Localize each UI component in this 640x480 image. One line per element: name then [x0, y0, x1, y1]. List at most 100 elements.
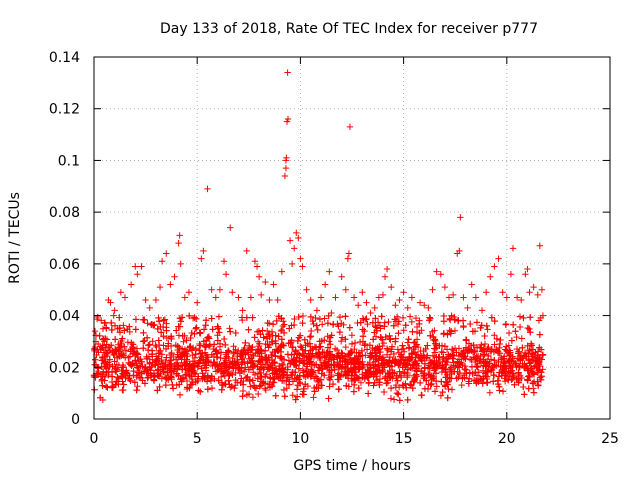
data-point [376, 375, 384, 383]
data-point-peak [317, 294, 325, 301]
data-point-peak [367, 309, 374, 317]
data-point [521, 360, 528, 367]
data-point [271, 375, 278, 382]
data-point [458, 381, 465, 389]
data-point-peak [222, 271, 230, 278]
data-point [285, 340, 292, 347]
data-point-peak [383, 265, 391, 273]
data-point [501, 358, 508, 366]
data-point [395, 318, 403, 325]
data-point [513, 345, 521, 353]
data-point [384, 369, 391, 377]
data-point [119, 335, 126, 342]
data-point [408, 318, 415, 326]
data-point [103, 365, 111, 372]
data-point [493, 335, 501, 343]
data-point [481, 340, 489, 348]
y-tick-label: 0.12 [49, 102, 80, 118]
data-point [326, 376, 334, 383]
data-point [354, 374, 362, 382]
data-point [173, 370, 180, 378]
data-point [249, 377, 257, 384]
data-point [524, 324, 532, 332]
data-point [476, 357, 483, 365]
data-point [257, 369, 264, 377]
data-point-peak [107, 299, 114, 306]
data-point [163, 354, 170, 361]
data-point [392, 381, 400, 389]
data-point [406, 381, 414, 388]
data-point [148, 321, 155, 328]
data-point [495, 373, 502, 380]
data-point [538, 373, 545, 380]
data-point [176, 323, 184, 330]
data-point-peak [345, 250, 353, 257]
data-point [192, 345, 200, 353]
data-point [525, 357, 532, 364]
data-point [268, 356, 276, 364]
data-point-peak [536, 242, 544, 249]
data-point-peak [262, 278, 269, 286]
data-point-peak [379, 291, 387, 299]
data-point [294, 374, 301, 381]
data-point [306, 333, 314, 341]
data-point [442, 374, 449, 381]
data-point-peak [507, 271, 515, 278]
data-point [470, 341, 477, 349]
data-point [315, 385, 322, 392]
data-point [438, 348, 445, 356]
data-point [217, 354, 224, 362]
data-point [107, 342, 115, 349]
data-point [150, 376, 157, 383]
data-point-peak [255, 273, 263, 280]
data-point [255, 342, 263, 350]
data-point [255, 390, 262, 398]
data-point [340, 370, 348, 378]
data-point [190, 363, 197, 371]
data-point [257, 346, 264, 354]
data-point [515, 375, 522, 383]
data-point [443, 358, 451, 366]
data-point [121, 327, 128, 334]
x-tick-label: 0 [90, 431, 99, 447]
data-point [116, 314, 123, 321]
data-point [155, 358, 163, 366]
data-point [372, 350, 379, 357]
data-point [268, 328, 276, 336]
data-point [266, 381, 273, 388]
data-point [382, 333, 389, 341]
data-point [247, 359, 255, 366]
data-point [379, 354, 387, 361]
data-point [471, 328, 479, 335]
data-point [483, 368, 491, 376]
data-point-peak [326, 268, 333, 275]
data-point [312, 314, 319, 322]
data-point [246, 376, 254, 383]
data-point [119, 386, 126, 394]
data-point [251, 362, 259, 370]
data-point [329, 380, 337, 388]
data-point-peak [375, 294, 383, 301]
data-point-peak [495, 255, 502, 262]
data-point [473, 380, 480, 387]
data-point [300, 385, 308, 393]
data-point [364, 374, 371, 381]
data-point [427, 381, 434, 389]
data-point-peak [482, 289, 490, 296]
data-point [380, 388, 388, 396]
data-point [254, 370, 262, 377]
data-point-peak [227, 224, 234, 231]
data-point-peak [117, 289, 125, 296]
data-point [526, 346, 534, 354]
data-point [487, 356, 495, 363]
data-point [348, 358, 356, 366]
data-point [269, 378, 277, 386]
data-point [302, 381, 309, 388]
data-point [463, 336, 470, 344]
data-point-peak [286, 237, 294, 244]
data-point [166, 361, 173, 369]
data-point [192, 325, 200, 332]
data-point [230, 343, 237, 350]
data-point [529, 351, 537, 358]
data-point [351, 345, 358, 353]
